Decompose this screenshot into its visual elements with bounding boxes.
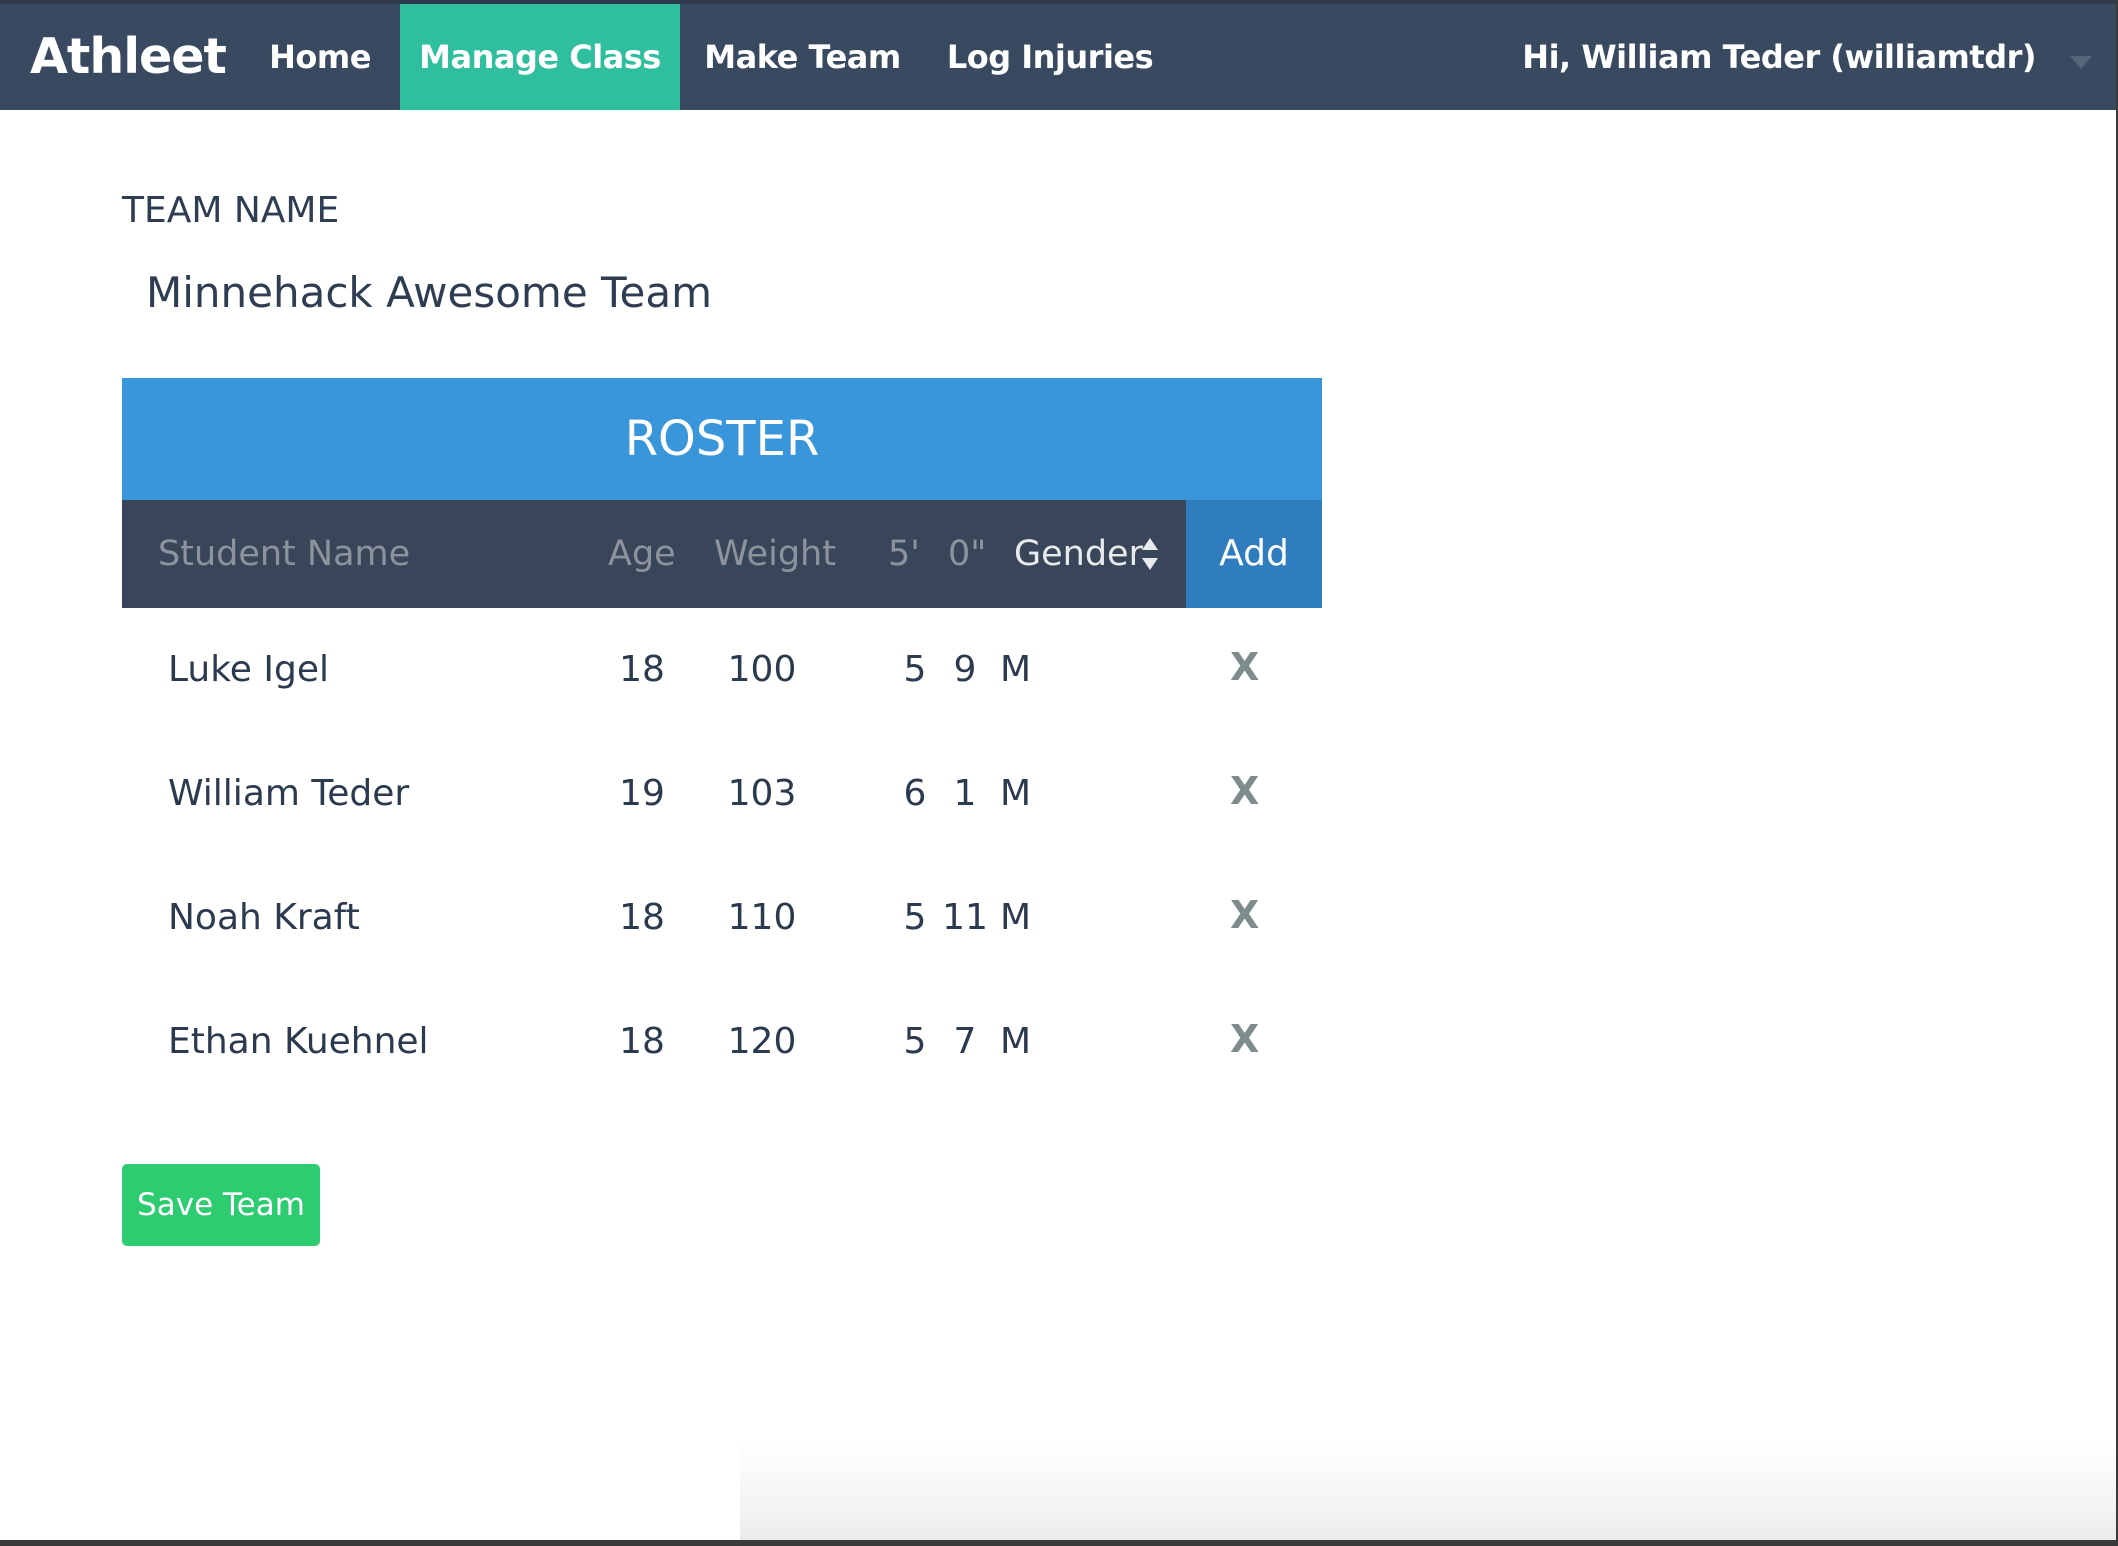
nav-home[interactable]: Home	[269, 38, 371, 76]
nav-log-injuries[interactable]: Log Injuries	[946, 38, 1154, 76]
height-inches-input[interactable]: 0"	[948, 534, 987, 574]
student-height-feet: 5	[903, 649, 927, 690]
student-weight: 110	[727, 897, 797, 938]
student-name: Noah Kraft	[168, 897, 360, 938]
gender-select[interactable]: Gender	[1014, 534, 1143, 574]
window-top-border	[0, 0, 2118, 4]
nav-make-team[interactable]: Make Team	[704, 38, 901, 76]
student-name: Ethan Kuehnel	[168, 1021, 429, 1062]
student-height-feet: 5	[903, 897, 927, 938]
student-age: 18	[619, 897, 665, 938]
sort-updown-icon[interactable]	[1140, 536, 1160, 572]
add-student-button[interactable]: Add	[1186, 500, 1322, 608]
user-menu[interactable]: Hi, William Teder (williamtdr)	[1522, 38, 2036, 76]
window-shadow	[740, 1440, 2116, 1546]
roster-title: ROSTER	[122, 378, 1322, 500]
age-input[interactable]: Age	[608, 534, 676, 574]
student-height-inches: 1	[953, 773, 977, 814]
student-weight: 100	[727, 649, 797, 690]
student-name: William Teder	[168, 773, 410, 814]
student-name-input[interactable]: Student Name	[158, 534, 411, 574]
roster-header-row: Student Name Age Weight 5' 0" Gender Add	[122, 500, 1322, 608]
team-name-field[interactable]: Minnehack Awesome Team	[146, 268, 713, 317]
student-height-inches: 11	[942, 897, 988, 938]
student-height-inches: 7	[953, 1021, 977, 1062]
window-right-border	[2116, 0, 2118, 1546]
student-weight: 120	[727, 1021, 797, 1062]
student-gender: M	[1000, 897, 1032, 938]
student-age: 19	[619, 773, 665, 814]
student-height-feet: 5	[903, 1021, 927, 1062]
table-row: Luke Igel 18 100 5 9 M X	[122, 608, 1322, 732]
remove-student-button[interactable]: X	[1230, 645, 1260, 689]
remove-student-button[interactable]: X	[1230, 769, 1260, 813]
student-age: 18	[619, 1021, 665, 1062]
remove-student-button[interactable]: X	[1230, 1017, 1260, 1061]
table-row: Ethan Kuehnel 18 120 5 7 M X	[122, 980, 1322, 1104]
height-feet-input[interactable]: 5'	[888, 534, 920, 574]
student-height-feet: 6	[903, 773, 927, 814]
student-weight: 103	[727, 773, 797, 814]
nav-manage-class[interactable]: Manage Class	[400, 4, 680, 110]
brand-logo[interactable]: Athleet	[30, 28, 227, 85]
team-name-label: TEAM NAME	[122, 190, 340, 231]
navbar: Athleet Home Manage Class Make Team Log …	[0, 4, 2116, 110]
save-team-button[interactable]: Save Team	[122, 1164, 320, 1246]
roster-table: ROSTER Student Name Age Weight 5' 0" Gen…	[122, 378, 1322, 1104]
student-gender: M	[1000, 649, 1032, 690]
table-row: Noah Kraft 18 110 5 11 M X	[122, 856, 1322, 980]
weight-input[interactable]: Weight	[714, 534, 836, 574]
table-row: William Teder 19 103 6 1 M X	[122, 732, 1322, 856]
remove-student-button[interactable]: X	[1230, 893, 1260, 937]
student-height-inches: 9	[953, 649, 977, 690]
student-age: 18	[619, 649, 665, 690]
student-name: Luke Igel	[168, 649, 330, 690]
student-gender: M	[1000, 773, 1032, 814]
student-gender: M	[1000, 1021, 1032, 1062]
window-bottom-border	[0, 1540, 2118, 1546]
caret-down-icon[interactable]	[2070, 56, 2092, 69]
